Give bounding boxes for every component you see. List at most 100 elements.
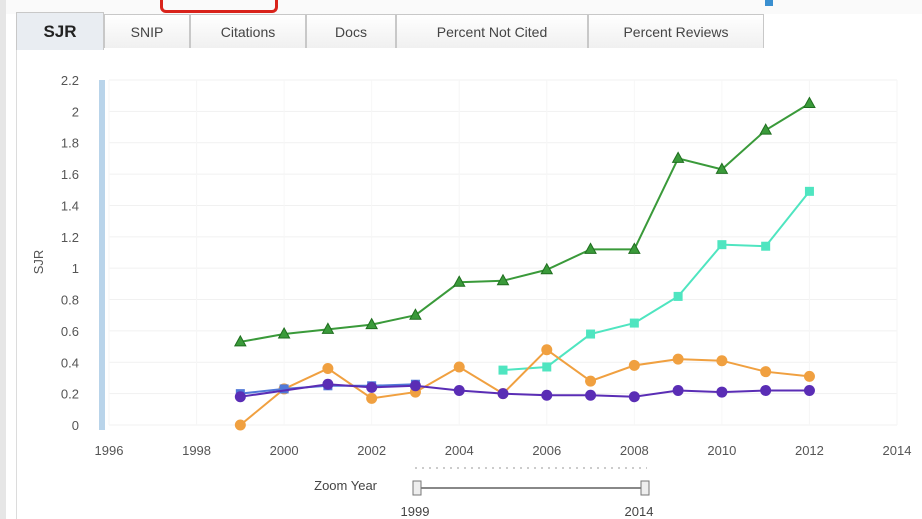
data-point[interactable] <box>716 355 728 367</box>
data-point[interactable] <box>628 391 640 403</box>
series-line <box>502 190 811 372</box>
data-point[interactable] <box>760 366 772 378</box>
data-point[interactable] <box>541 389 553 401</box>
highlight-outline <box>160 0 278 13</box>
data-point[interactable] <box>409 380 421 392</box>
data-point[interactable] <box>233 334 247 347</box>
data-point[interactable] <box>322 363 334 375</box>
y-tick-label: 0.8 <box>61 293 79 308</box>
y-tick-label: 0 <box>72 418 79 433</box>
data-point[interactable] <box>497 388 509 400</box>
data-point[interactable] <box>366 392 378 404</box>
x-tick-labels: 1996 1998 2000 2002 2004 2006 2008 2010 2012 2014 <box>95 443 912 458</box>
data-point[interactable] <box>586 329 596 339</box>
data-point[interactable] <box>322 378 334 390</box>
y-tick-label: 2.2 <box>61 73 79 88</box>
zoom-end-year: 2014 <box>625 504 654 519</box>
zoom-start-handle[interactable] <box>412 480 422 496</box>
data-point[interactable] <box>453 385 465 396</box>
data-point[interactable] <box>585 389 597 401</box>
data-point[interactable] <box>234 419 246 431</box>
zoom-end-handle[interactable] <box>640 480 650 496</box>
data-point[interactable] <box>627 242 641 254</box>
zoom-start-year: 1999 <box>401 504 430 519</box>
data-point[interactable] <box>366 381 378 393</box>
zoom-year-label: Zoom Year <box>314 478 378 493</box>
data-point[interactable] <box>672 353 684 365</box>
data-point[interactable] <box>673 291 683 301</box>
sjr-line-chart: 0 0.2 0.4 0.6 0.8 1 1.2 1.4 1.6 1.8 2 2.2 1996 1998 2… <box>31 73 912 519</box>
tab-snip[interactable]: SNIP <box>104 14 190 48</box>
tab-percent-not-cited[interactable]: Percent Not Cited <box>396 14 588 48</box>
x-tick-label: 2006 <box>532 443 561 458</box>
x-tick-label: 2008 <box>620 443 649 458</box>
y-tick-label: 0.2 <box>61 387 79 402</box>
series-line <box>239 348 810 426</box>
data-point[interactable] <box>542 362 552 372</box>
data-point[interactable] <box>672 385 684 396</box>
blue-accent-mark <box>765 0 773 6</box>
y-tick-labels: 0 0.2 0.4 0.6 0.8 1 1.2 1.4 1.6 1.8 2 2.2 <box>61 73 79 433</box>
series-3 <box>234 344 815 431</box>
data-point[interactable] <box>628 359 640 371</box>
series-lines <box>233 96 816 431</box>
data-point[interactable] <box>803 385 815 396</box>
data-point[interactable] <box>760 385 772 396</box>
y-tick-label: 0.4 <box>61 355 79 370</box>
data-point[interactable] <box>453 361 465 373</box>
data-point[interactable] <box>671 151 685 163</box>
y-axis-scroll-track[interactable] <box>99 80 105 430</box>
y-tick-label: 2 <box>72 104 79 119</box>
x-tick-label: 2004 <box>445 443 474 458</box>
x-tick-label: 2002 <box>357 443 386 458</box>
x-tick-label: 1996 <box>95 443 124 458</box>
data-point[interactable] <box>234 391 246 403</box>
data-point[interactable] <box>761 241 771 251</box>
data-point[interactable] <box>452 275 466 287</box>
zoom-slider[interactable] <box>412 467 650 496</box>
data-point[interactable] <box>715 162 729 174</box>
x-tick-label: 2010 <box>707 443 736 458</box>
data-point[interactable] <box>716 386 728 398</box>
data-point[interactable] <box>279 384 289 394</box>
y-tick-label: 1.4 <box>61 198 79 213</box>
data-point[interactable] <box>717 240 727 250</box>
tab-sjr[interactable]: SJR <box>16 12 104 50</box>
tab-percent-reviews[interactable]: Percent Reviews <box>588 14 764 48</box>
data-point[interactable] <box>496 273 510 286</box>
y-tick-label: 1.6 <box>61 167 79 182</box>
series-2 <box>498 186 814 375</box>
data-point[interactable] <box>540 262 554 275</box>
data-point[interactable] <box>365 317 379 330</box>
data-point[interactable] <box>804 186 814 196</box>
x-tick-label: 2014 <box>883 443 912 458</box>
y-axis-label: SJR <box>31 250 46 275</box>
data-point[interactable] <box>498 365 508 375</box>
chart-panel: 0 0.2 0.4 0.6 0.8 1 1.2 1.4 1.6 1.8 2 2.2 1996 1998 2… <box>16 50 922 519</box>
y-tick-label: 1.2 <box>61 230 79 245</box>
metric-tabs: SJR SNIP Citations Docs Percent Not Cite… <box>16 12 922 51</box>
data-point[interactable] <box>584 242 597 254</box>
data-point[interactable] <box>803 370 815 382</box>
series-5 <box>234 378 815 403</box>
data-point[interactable] <box>409 308 422 320</box>
x-tick-label: 1998 <box>182 443 211 458</box>
tab-citations[interactable]: Citations <box>190 14 306 48</box>
data-point[interactable] <box>541 344 553 356</box>
x-tick-label: 2000 <box>270 443 299 458</box>
left-edge-bar <box>0 0 6 519</box>
data-point[interactable] <box>629 318 639 328</box>
data-point[interactable] <box>803 96 816 109</box>
y-tick-label: 1.8 <box>61 136 79 151</box>
series-line <box>240 102 810 343</box>
data-point[interactable] <box>321 322 335 334</box>
data-point[interactable] <box>759 123 773 135</box>
x-tick-label: 2012 <box>795 443 824 458</box>
data-point[interactable] <box>277 327 291 339</box>
tab-docs[interactable]: Docs <box>306 14 396 48</box>
series-1 <box>233 96 816 347</box>
data-point[interactable] <box>585 375 597 387</box>
y-tick-label: 0.6 <box>61 324 79 339</box>
grid-lines <box>108 79 898 426</box>
y-tick-label: 1 <box>72 261 79 276</box>
